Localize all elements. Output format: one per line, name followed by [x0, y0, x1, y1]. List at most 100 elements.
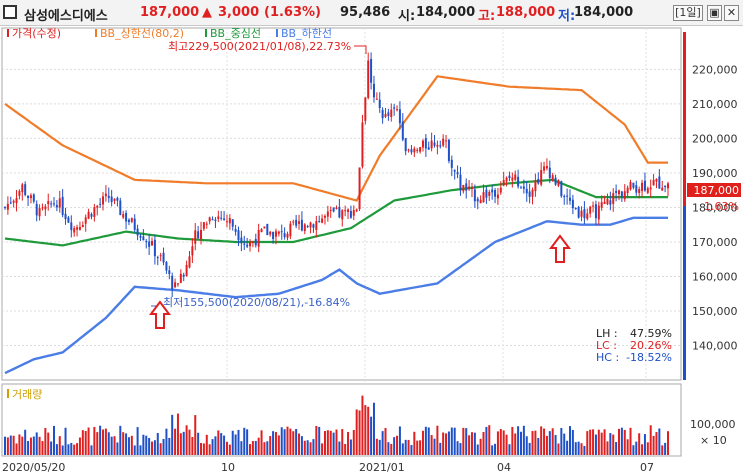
candle-body [424, 138, 427, 149]
candle-body [263, 226, 266, 229]
volume-bar [404, 439, 407, 455]
change-percent: (1.63%) [264, 5, 321, 20]
candle-body [70, 222, 73, 231]
axis-blue-bar [683, 206, 686, 380]
volume-bar [641, 444, 644, 455]
candle-body [332, 207, 335, 212]
candle-body [228, 218, 231, 224]
volume-bar [427, 427, 430, 455]
volume-bar [251, 440, 254, 455]
candle-body [517, 176, 520, 187]
candle-body [139, 235, 142, 238]
volume-bar [44, 427, 47, 455]
candle-body [127, 219, 130, 223]
volume-bar [655, 432, 658, 455]
candle-body [430, 140, 433, 149]
volume-bar [315, 425, 318, 455]
volume-bar [73, 444, 76, 455]
candles [4, 52, 669, 298]
candle-body [528, 191, 531, 197]
volume-bar [168, 437, 171, 455]
candle-body [396, 109, 399, 111]
volume-bar [424, 426, 427, 455]
candle-body [277, 231, 280, 234]
stock-chart[interactable]: 가격(수정) BB_상한선(80,2) BB_중심선 BB_하한선 최고229,… [0, 26, 743, 474]
candle-body [667, 183, 669, 189]
candle-body [257, 230, 260, 247]
volume-bar [574, 442, 577, 455]
candle-body [6, 203, 9, 210]
volume-bar [61, 445, 64, 455]
candle-body [58, 198, 61, 208]
volume-bar [372, 402, 375, 455]
candle-body [534, 180, 537, 192]
candle-body [61, 196, 64, 215]
volume-bar [335, 429, 338, 455]
candle-body [620, 191, 623, 197]
candle-body [364, 97, 367, 121]
volume-bar [312, 439, 315, 455]
candle-body [465, 183, 468, 191]
volume-bar [208, 444, 211, 455]
candle-body [384, 113, 387, 117]
candle-body [29, 195, 32, 199]
candle-body [398, 109, 401, 124]
volume-bar [623, 429, 626, 455]
price-axis: 220,000 210,000 200,000 190,000 180,000 170,0… [692, 63, 738, 352]
candle-body [81, 224, 84, 228]
candle-body [266, 223, 269, 236]
candle-body [563, 196, 566, 198]
candle-body [453, 170, 456, 172]
x-label-apr: 04 [497, 461, 511, 474]
lc-value: 20.26% [630, 339, 672, 352]
candle-body [41, 207, 44, 209]
candle-body [295, 219, 298, 226]
volume-bar [130, 435, 133, 455]
candle-body [214, 219, 217, 221]
low-annotation: 최저155,500(2020/08/21),-16.84% [163, 296, 350, 309]
volume-bar [554, 435, 557, 455]
maximize-button[interactable]: ▣ [707, 5, 722, 21]
volume-bar [47, 432, 50, 455]
price-tag [687, 183, 741, 197]
candle-body [574, 208, 577, 210]
legend-lower-marker [276, 29, 278, 37]
volume-bar [488, 425, 491, 455]
volume-bar [283, 429, 286, 455]
candle-body [341, 210, 344, 220]
y-tick-label: 210,000 [692, 98, 738, 111]
volume-bar [609, 433, 612, 455]
candle-body [188, 256, 191, 268]
volume-bar [53, 425, 56, 455]
volume-bar [269, 436, 272, 455]
volume-bar [514, 433, 517, 455]
volume-bar [540, 426, 543, 455]
candle-body [664, 185, 667, 188]
candle-body [416, 149, 419, 151]
volume-bar [364, 405, 367, 455]
candle-body [649, 187, 652, 190]
volume-bar [133, 445, 136, 455]
close-button[interactable]: ✕ [724, 5, 739, 21]
volume-bar [658, 428, 661, 455]
volume-bar [401, 443, 404, 455]
candle-body [545, 166, 548, 169]
volume-bar [361, 395, 364, 455]
candle-body [387, 112, 390, 116]
candle-body [93, 207, 96, 217]
volume-bar [64, 427, 67, 455]
volume-bar [260, 430, 263, 455]
candle-body [592, 205, 595, 207]
volume-bar [225, 441, 228, 455]
volume-bar [577, 441, 580, 455]
volume-bar [257, 437, 260, 455]
volume-bar [543, 428, 546, 455]
period-button[interactable]: [1일] [673, 5, 703, 21]
candle-body [136, 228, 139, 236]
volume-bar [298, 433, 301, 455]
candle-body [661, 187, 664, 191]
volume-bar [174, 428, 177, 455]
candle-body [254, 239, 257, 246]
candle-body [442, 138, 445, 146]
volume-bar [548, 431, 551, 455]
